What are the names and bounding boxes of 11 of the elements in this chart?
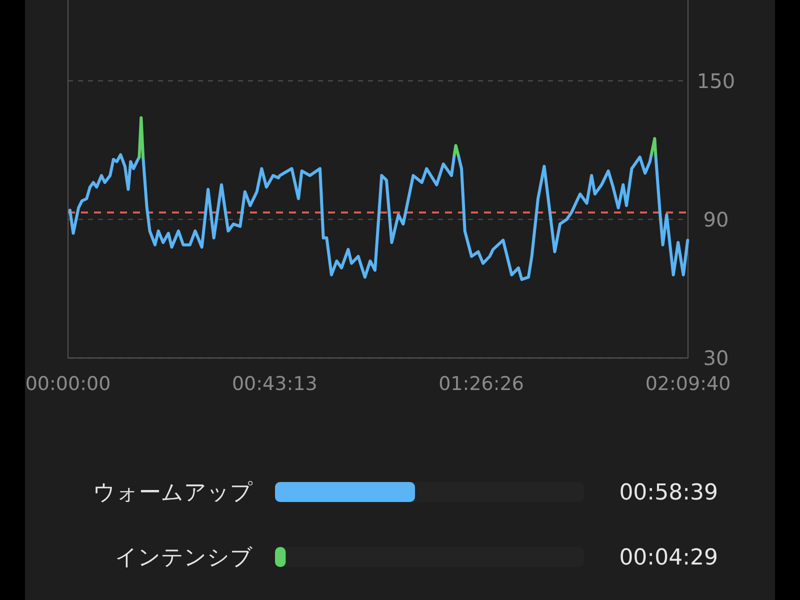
x-tick-label: 00:43:13 [232, 373, 318, 395]
y-tick-label: 150 [696, 68, 736, 93]
x-tick-label: 02:09:40 [645, 373, 731, 395]
data-label: 00:58:39 [619, 480, 718, 506]
data-label: 00:04:29 [619, 546, 718, 571]
y-tick-label: 90 [703, 207, 729, 232]
y-tick-label: 30 [703, 346, 729, 370]
x-tick-label: 01:26:26 [438, 373, 524, 395]
x-tick-label: 00:00:00 [25, 373, 111, 395]
y-tick-label: ウォームアップ [93, 480, 253, 506]
y-tick-label: インテンシブ [115, 546, 253, 571]
